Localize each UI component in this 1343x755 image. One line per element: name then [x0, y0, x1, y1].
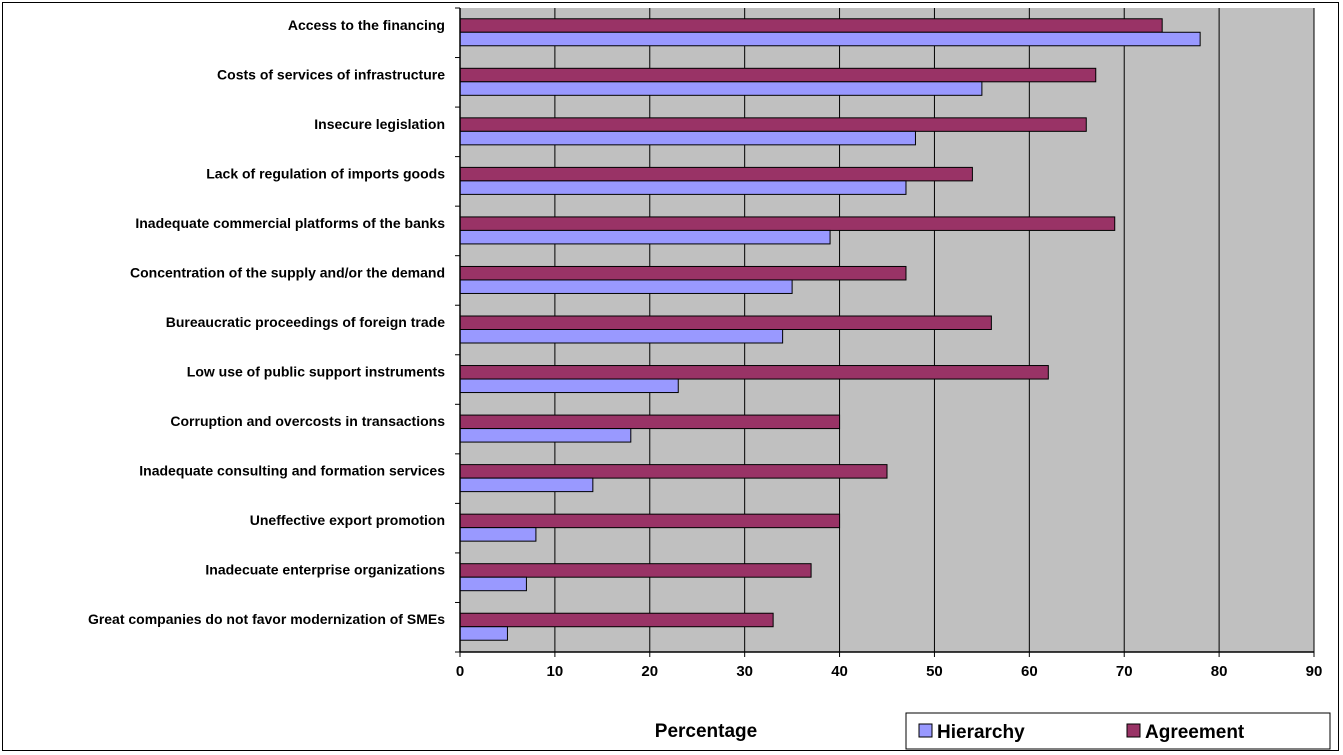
x-tick-label: 30	[736, 663, 753, 680]
bar-agreement	[459, 414, 841, 430]
legend-swatch-hierarchy	[918, 723, 933, 738]
category-label: Uneffective export promotion	[250, 512, 445, 528]
bar-agreement	[459, 315, 992, 330]
x-tick-label: 80	[1211, 663, 1228, 680]
x-tick-label: 40	[831, 663, 848, 680]
bar-hierarchy	[459, 180, 907, 195]
bar-agreement	[459, 18, 1163, 33]
legend-label-agreement: Agreement	[1145, 722, 1245, 743]
category-label: Low use of public support instruments	[187, 364, 445, 380]
bar-agreement	[459, 216, 1116, 231]
x-tick-label: 60	[1021, 663, 1038, 680]
bar-agreement	[459, 563, 812, 578]
bar-agreement	[459, 67, 1097, 83]
x-axis-ticks: 0 10 20 30 40 50 60 70 80 90	[456, 652, 1323, 680]
plot-area	[455, 7, 1315, 653]
bar-hierarchy	[459, 279, 793, 294]
category-label: Corruption and overcosts in transactions	[170, 413, 445, 429]
category-label: Inadequate commercial platforms of the b…	[135, 215, 445, 231]
legend-box	[905, 712, 1331, 750]
bar-hierarchy	[459, 130, 916, 146]
category-label: Inadequate consulting and formation serv…	[139, 463, 445, 479]
bar-agreement	[459, 612, 774, 628]
bar-hierarchy	[459, 576, 527, 592]
bar-hierarchy	[459, 428, 632, 443]
bar-agreement	[459, 117, 1087, 132]
x-axis-label: Percentage	[655, 721, 757, 742]
legend-swatch-agreement	[1126, 723, 1141, 738]
bar-hierarchy	[459, 626, 508, 641]
x-tick-label: 70	[1116, 663, 1133, 680]
category-labels: Access to the financing Costs of services…	[88, 17, 445, 627]
x-tick-label: 10	[547, 663, 564, 680]
legend: Hierarchy Agreement	[905, 712, 1331, 750]
bar-agreement	[459, 513, 841, 529]
bar-agreement	[459, 365, 1049, 380]
x-tick-label: 0	[456, 663, 464, 680]
category-label: Great companies do not favor modernizati…	[88, 611, 445, 627]
category-label: Bureaucratic proceedings of foreign trad…	[166, 314, 445, 330]
bar-hierarchy	[459, 329, 784, 344]
category-label: Access to the financing	[288, 17, 445, 33]
x-tick-label: 90	[1306, 663, 1323, 680]
bar-hierarchy	[459, 378, 679, 394]
category-label: Concentration of the supply and/or the d…	[130, 264, 445, 280]
bar-hierarchy	[459, 477, 594, 493]
legend-label-hierarchy: Hierarchy	[937, 722, 1025, 743]
bar-hierarchy	[459, 527, 537, 542]
category-label: Inadecuate enterprise organizations	[205, 562, 445, 578]
x-tick-label: 20	[641, 663, 658, 680]
bar-agreement	[459, 265, 907, 281]
bar-hierarchy	[459, 31, 1201, 47]
bar-agreement	[459, 464, 888, 479]
bar-hierarchy	[459, 229, 831, 245]
category-label: Insecure legislation	[314, 116, 445, 132]
x-tick-label: 50	[926, 663, 943, 680]
category-label: Costs of services of infrastructure	[217, 66, 445, 82]
bar-agreement	[459, 166, 973, 182]
bar-hierarchy	[459, 81, 983, 96]
category-label: Lack of regulation of imports goods	[206, 165, 445, 181]
